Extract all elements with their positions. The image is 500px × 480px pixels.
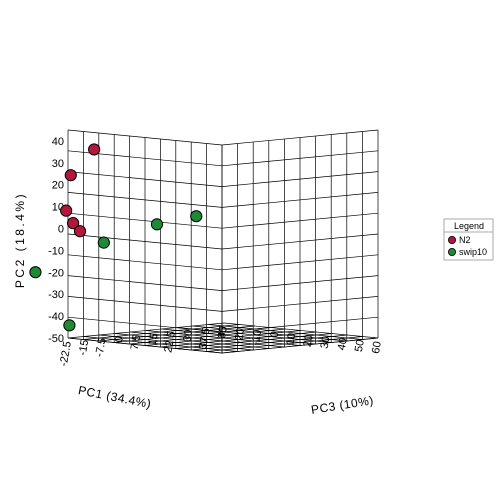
- pc3-tick-label: 45: [216, 325, 230, 339]
- pc3-tick-label: 30: [181, 329, 195, 343]
- floor-gridline-pc3: [192, 325, 347, 342]
- floor-gridline-pc3: [161, 328, 316, 345]
- right-wall-horizontal-gridline: [221, 233, 379, 250]
- left-wall-grid: [67, 129, 223, 354]
- left-wall-horizontal-gridline: [67, 129, 223, 146]
- pc3-tick-label: -22.5: [58, 340, 74, 367]
- left-wall-horizontal-gridline: [67, 212, 223, 229]
- legend-title: Legend: [454, 221, 484, 231]
- floor-gridline-pc3: [223, 322, 379, 339]
- pc3-tick-label: 7.5: [129, 334, 143, 351]
- pc2-tick-label: -20: [48, 267, 64, 279]
- right-wall-horizontal-gridline: [221, 129, 379, 146]
- pc1-tick-label: 50: [353, 339, 367, 353]
- pc3-tick-label: 22.5: [162, 330, 178, 353]
- pc2-tick-label: 40: [52, 136, 64, 148]
- pc2-tick-label: 30: [52, 158, 64, 170]
- point-n2: [88, 143, 101, 156]
- pc3-tick-label: 15: [147, 332, 161, 346]
- pc1-tick-label: -10: [250, 329, 265, 347]
- left-wall-horizontal-gridline: [67, 171, 223, 187]
- left-wall-horizontal-gridline: [67, 192, 223, 208]
- pc1-tick-label: 60: [370, 340, 384, 354]
- pc3-tick-labels: -22.5 -15 -7.5 0 7.5 15 22.5 30 37.5 45: [58, 325, 230, 367]
- pc1-tick-label: 10: [284, 332, 298, 346]
- legend-label-n2: N2: [459, 235, 471, 245]
- point-swip10: [29, 266, 42, 279]
- right-wall-horizontal-gridline: [221, 275, 379, 291]
- legend-label-swip10: swip10: [459, 247, 487, 257]
- right-wall-horizontal-gridline: [221, 171, 379, 187]
- left-wall-horizontal-gridline: [67, 296, 223, 312]
- pc3-tick-label: -7.5: [94, 337, 109, 358]
- floor-gridline-pc3: [130, 331, 285, 348]
- legend-marker-n2: [447, 235, 456, 244]
- floor-gridline-pc3: [208, 324, 363, 340]
- point-swip10: [97, 236, 110, 249]
- pc2-tick-label: -40: [48, 311, 64, 323]
- right-wall-horizontal-gridline: [221, 296, 379, 312]
- left-wall-horizontal-gridline: [67, 233, 223, 250]
- point-swip10: [150, 218, 164, 231]
- pc3-tick-label: -15: [77, 339, 92, 357]
- floor-grid: [67, 322, 379, 354]
- pc1-tick-label: -30: [215, 325, 230, 343]
- right-wall-horizontal-gridline: [221, 192, 379, 208]
- point-swip10: [63, 319, 76, 332]
- pc1-tick-label: -20: [232, 327, 247, 345]
- pc2-tick-label: 20: [52, 180, 64, 192]
- floor-gridline-pc3: [177, 327, 332, 343]
- point-n2: [60, 204, 73, 217]
- pc1-tick-label: 20: [302, 334, 316, 348]
- right-wall-horizontal-gridline: [221, 254, 379, 271]
- data-points: [29, 143, 203, 332]
- right-wall-grid: [221, 129, 379, 354]
- floor-gridline-pc3: [99, 334, 254, 351]
- pc3-axis-label: PC3 (10%): [310, 393, 375, 417]
- pc2-tick-label: -50: [48, 333, 64, 345]
- legend: Legend N2 swip10: [443, 218, 494, 261]
- pc1-tick-labels: -30 -20 -10 0 10 20 30 40 50 60: [215, 325, 384, 354]
- floor-gridline-pc3: [114, 333, 269, 349]
- left-wall-horizontal-gridline: [67, 275, 223, 291]
- right-wall-horizontal-gridline: [221, 150, 379, 167]
- floor-gridline-pc3: [83, 336, 238, 352]
- point-n2: [66, 217, 80, 230]
- left-wall-horizontal-gridline: [67, 254, 223, 271]
- point-n2: [73, 225, 87, 238]
- pc3-tick-label: 0: [113, 335, 126, 343]
- pc2-axis-label: PC2 (18.4%): [13, 192, 27, 288]
- pc1-tick-label: 30: [319, 335, 333, 349]
- pc2-tick-label: -10: [48, 245, 64, 257]
- pc1-axis-label: PC1 (34.4%): [77, 383, 153, 411]
- pc3-tick-label: 37.5: [197, 327, 213, 350]
- floor-gridline-pc3: [67, 337, 223, 354]
- legend-marker-swip10: [447, 247, 456, 256]
- right-wall-horizontal-gridline: [221, 212, 379, 229]
- pc2-tick-label: -30: [48, 289, 64, 301]
- floor-gridline-pc3: [145, 330, 301, 346]
- point-n2: [64, 169, 77, 182]
- pc1-tick-label: 40: [336, 337, 350, 351]
- pc1-tick-label: 0: [268, 330, 281, 338]
- pc2-tick-label: 0: [58, 224, 64, 236]
- point-swip10: [190, 210, 203, 223]
